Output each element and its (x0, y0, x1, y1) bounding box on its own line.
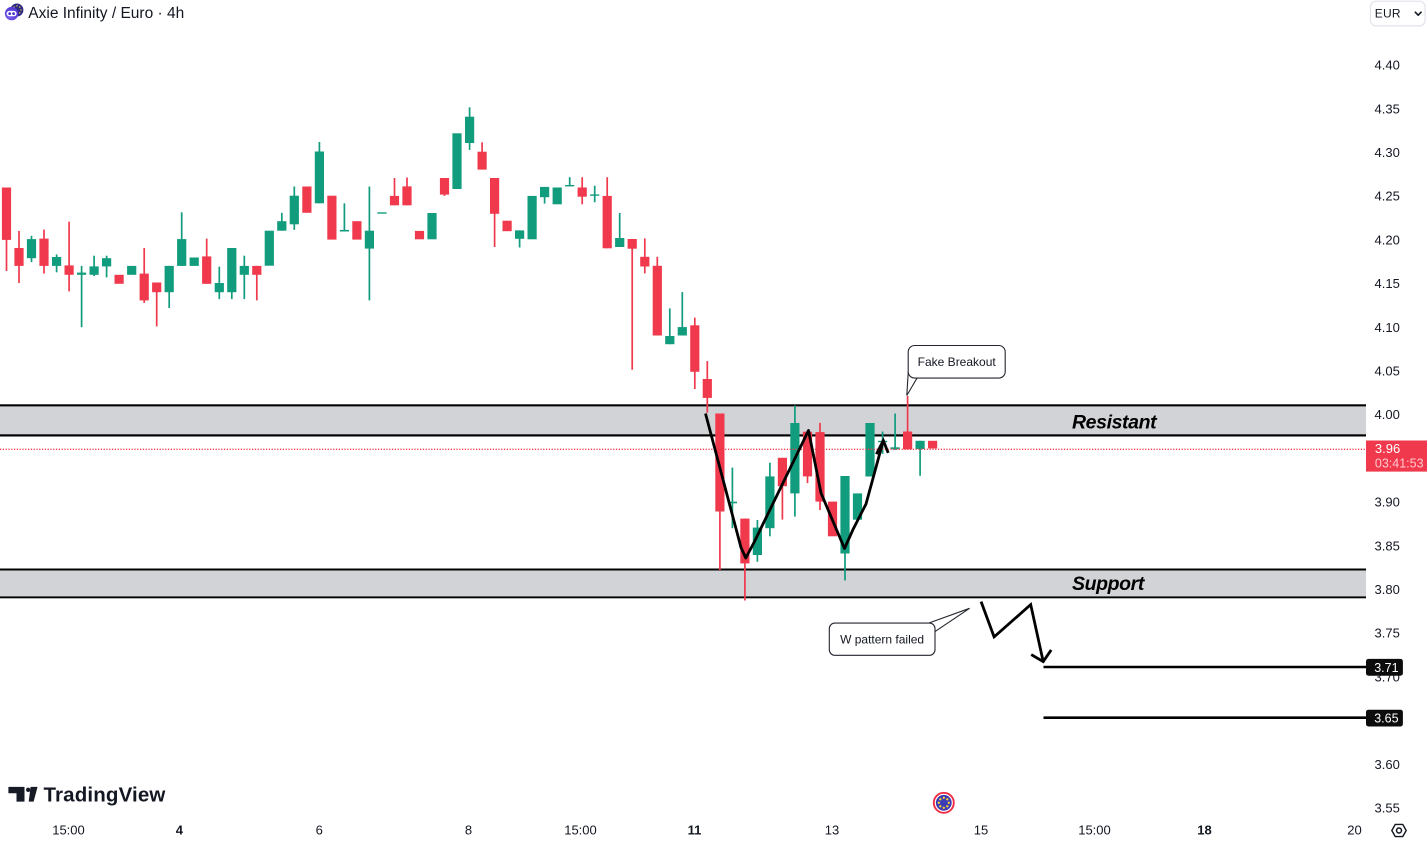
svg-text:3.90: 3.90 (1375, 495, 1400, 510)
svg-text:4.00: 4.00 (1375, 407, 1400, 422)
svg-text:4.10: 4.10 (1375, 320, 1400, 335)
svg-text:4.05: 4.05 (1375, 364, 1400, 379)
svg-text:03:41:53: 03:41:53 (1375, 457, 1424, 471)
svg-text:4.40: 4.40 (1375, 58, 1400, 73)
svg-text:3.96: 3.96 (1375, 441, 1400, 456)
svg-text:EUR: EUR (1375, 7, 1401, 21)
svg-text:11: 11 (688, 823, 702, 838)
svg-text:4.35: 4.35 (1375, 101, 1400, 116)
svg-text:4.25: 4.25 (1375, 189, 1400, 204)
svg-text:15:00: 15:00 (52, 823, 85, 838)
svg-text:4.15: 4.15 (1375, 276, 1400, 291)
svg-text:20: 20 (1347, 823, 1361, 838)
svg-text:W pattern failed: W pattern failed (840, 632, 924, 646)
svg-text:18: 18 (1197, 823, 1211, 838)
svg-text:3.80: 3.80 (1375, 582, 1400, 597)
svg-text:3.85: 3.85 (1375, 538, 1400, 553)
svg-text:6: 6 (316, 823, 323, 838)
svg-text:Axie Infinity / Euro · 4h: Axie Infinity / Euro · 4h (28, 5, 184, 22)
svg-text:TradingView: TradingView (44, 784, 166, 807)
svg-text:3.60: 3.60 (1375, 757, 1400, 772)
svg-text:3.55: 3.55 (1375, 801, 1400, 816)
svg-text:Support: Support (1072, 573, 1146, 595)
svg-text:4.30: 4.30 (1375, 145, 1400, 160)
svg-text:3.65: 3.65 (1374, 712, 1398, 726)
svg-text:15:00: 15:00 (564, 823, 597, 838)
svg-text:13: 13 (825, 823, 839, 838)
svg-text:3.71: 3.71 (1374, 661, 1398, 675)
svg-text:8: 8 (465, 823, 472, 838)
svg-text:15: 15 (974, 823, 988, 838)
svg-text:3.75: 3.75 (1375, 626, 1400, 641)
svg-text:Fake Breakout: Fake Breakout (918, 355, 997, 369)
svg-text:15:00: 15:00 (1078, 823, 1111, 838)
svg-text:4: 4 (176, 823, 184, 838)
svg-text:4.20: 4.20 (1375, 232, 1400, 247)
svg-text:Resistant: Resistant (1072, 412, 1158, 434)
